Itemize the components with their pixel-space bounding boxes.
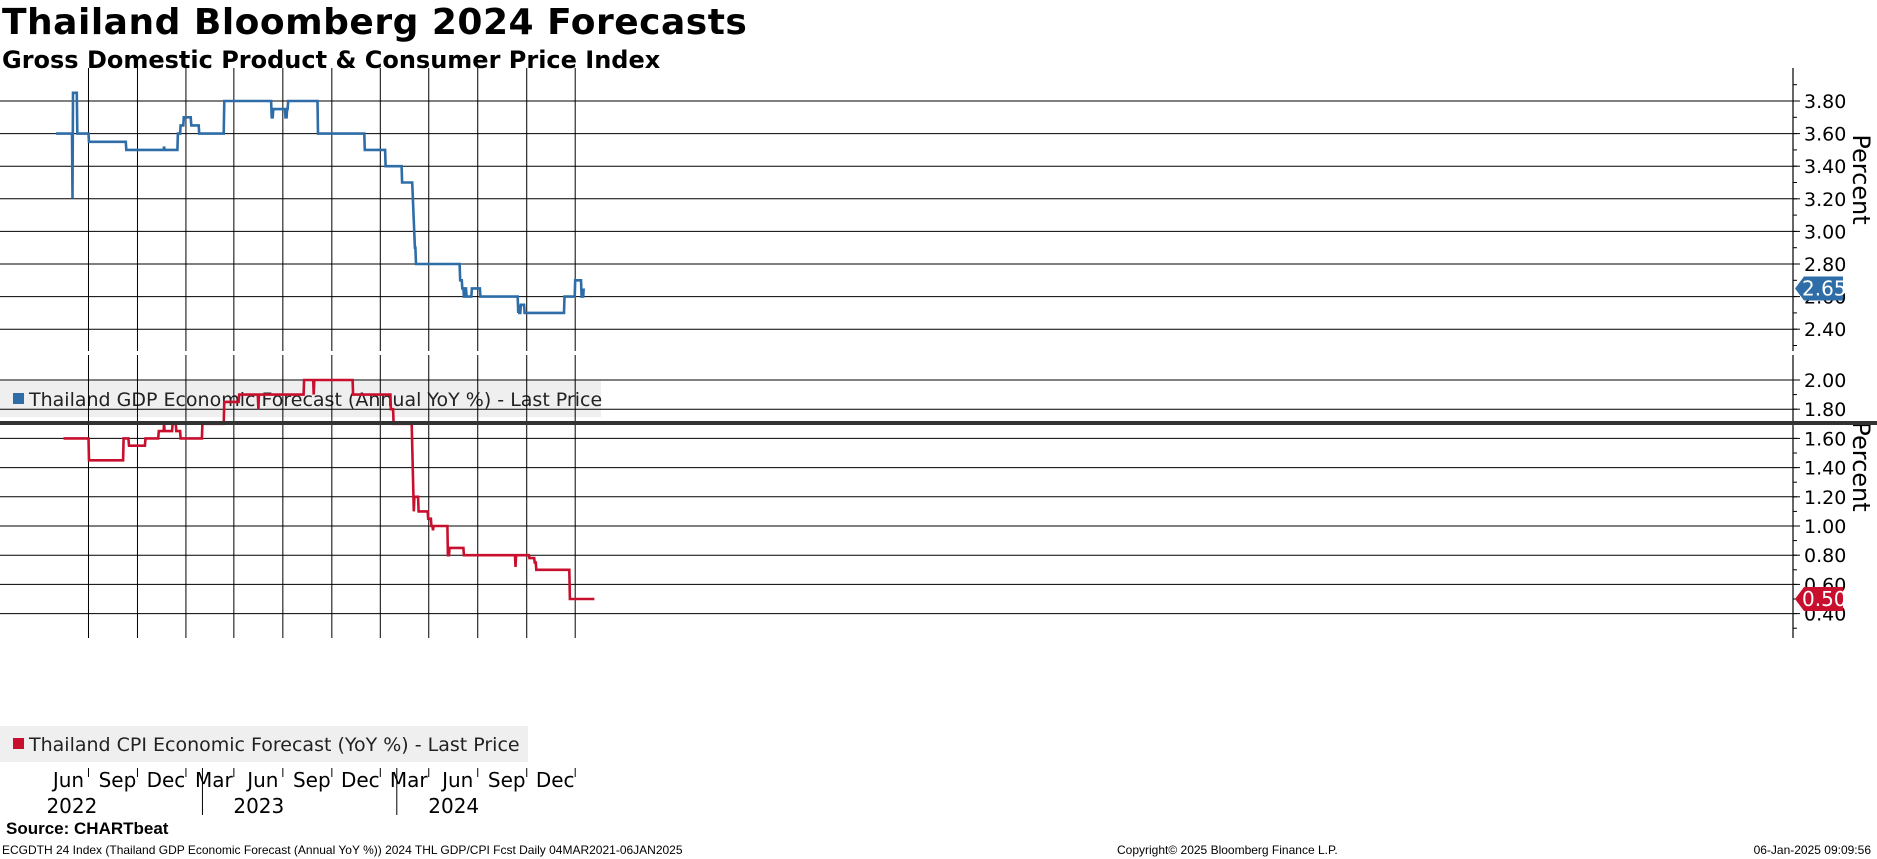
x-month-label: Dec bbox=[341, 768, 380, 792]
y-tick-label: 1.20 bbox=[1804, 487, 1846, 509]
x-month-label: Sep bbox=[293, 768, 331, 792]
y-axis-title: Percent bbox=[1847, 134, 1875, 224]
y-tick-label: 1.40 bbox=[1804, 458, 1846, 480]
chart-title: Thailand Bloomberg 2024 Forecasts bbox=[2, 2, 748, 43]
legend-swatch bbox=[13, 393, 24, 404]
panel-divider bbox=[0, 421, 1877, 425]
y-tick-label: 1.80 bbox=[1804, 399, 1846, 421]
legend-label: Thailand GDP Economic Forecast (Annual Y… bbox=[28, 389, 602, 411]
last-value-tag bbox=[1795, 587, 1843, 611]
y-tick-label: 0.80 bbox=[1804, 545, 1846, 567]
y-tick-label: 3.20 bbox=[1804, 189, 1846, 211]
x-year-label: 2024 bbox=[428, 794, 479, 818]
x-month-label: Dec bbox=[147, 768, 186, 792]
gdp-forecast-line bbox=[56, 91, 585, 315]
y-tick-label: 3.80 bbox=[1804, 91, 1846, 113]
x-month-label: Jun bbox=[245, 768, 278, 792]
copyright-text: Copyright© 2025 Bloomberg Finance L.P. bbox=[1117, 843, 1338, 857]
x-month-label: Mar bbox=[390, 768, 429, 792]
x-month-label: Sep bbox=[488, 768, 526, 792]
chart-subtitle: Gross Domestic Product & Consumer Price … bbox=[2, 46, 661, 74]
x-year-label: 2023 bbox=[233, 794, 284, 818]
last-value-tag bbox=[1795, 276, 1843, 301]
x-month-label: Jun bbox=[440, 768, 473, 792]
x-month-label: Sep bbox=[99, 768, 137, 792]
last-value-label: 0.50 bbox=[1802, 587, 1847, 611]
legend-swatch bbox=[13, 738, 24, 749]
legend-box bbox=[0, 726, 528, 762]
y-tick-label: 1.00 bbox=[1804, 516, 1846, 538]
ticker-info: ECGDTH 24 Index (Thailand GDP Economic F… bbox=[2, 843, 683, 857]
y-tick-label: 3.40 bbox=[1804, 156, 1846, 178]
y-tick-label: 3.60 bbox=[1804, 124, 1846, 146]
cpi-forecast-line bbox=[63, 378, 595, 601]
y-tick-label: 1.60 bbox=[1804, 428, 1846, 450]
last-value-label: 2.65 bbox=[1802, 276, 1847, 300]
y-tick-label: 2.40 bbox=[1804, 319, 1846, 341]
legend-box bbox=[0, 381, 601, 417]
y-tick-label: 2.00 bbox=[1804, 370, 1846, 392]
y-tick-label: 2.80 bbox=[1804, 254, 1846, 276]
timestamp: 06-Jan-2025 09:09:56 bbox=[1753, 843, 1871, 857]
x-month-label: Jun bbox=[51, 768, 84, 792]
x-month-label: Dec bbox=[536, 768, 575, 792]
x-month-label: Mar bbox=[195, 768, 234, 792]
y-tick-label: 3.00 bbox=[1804, 221, 1846, 243]
legend-label: Thailand CPI Economic Forecast (YoY %) -… bbox=[28, 734, 520, 756]
x-year-label: 2022 bbox=[46, 794, 97, 818]
y-axis-title: Percent bbox=[1847, 421, 1875, 511]
source-label: Source: CHARTbeat bbox=[6, 819, 169, 838]
